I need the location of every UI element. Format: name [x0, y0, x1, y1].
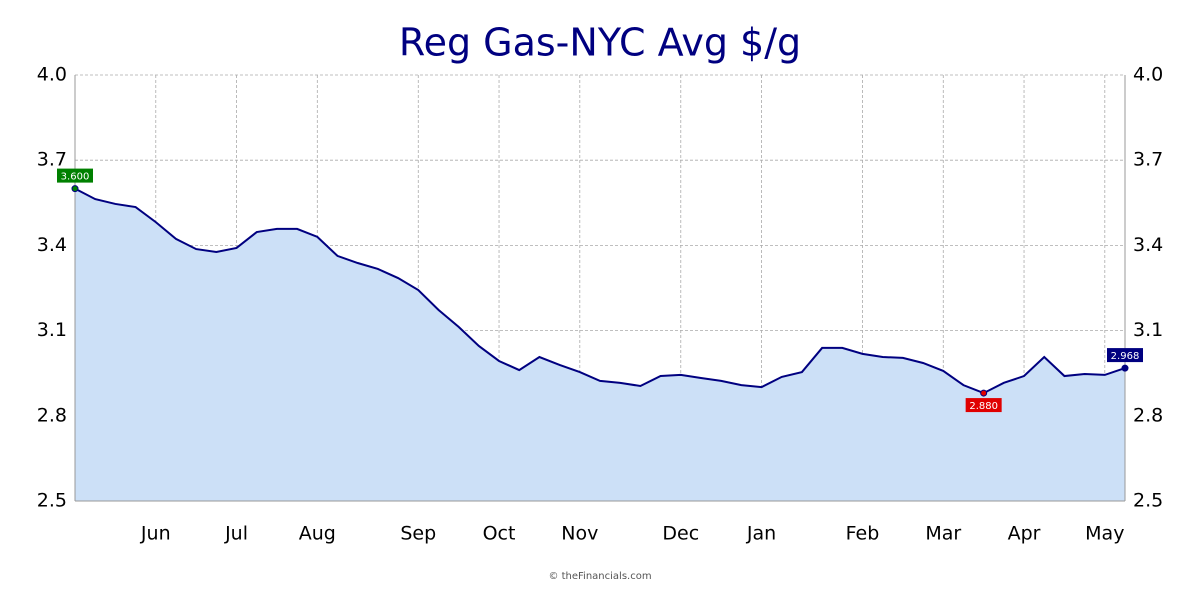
marker: [980, 389, 988, 397]
marker: [71, 185, 79, 193]
value-label-bg: [57, 168, 93, 183]
x-tick-label: Jan: [746, 523, 776, 545]
area: [75, 188, 1125, 501]
x-tick-label: Mar: [925, 523, 961, 545]
marker: [1121, 364, 1129, 372]
y-tick-label-right: 3.1: [1133, 319, 1163, 341]
y-tick-label: 2.5: [37, 490, 67, 512]
x-tick-label: Apr: [1008, 523, 1041, 545]
x-tick-label: Sep: [400, 523, 436, 545]
y-tick-label: 4.0: [37, 64, 67, 86]
x-tick-label: Feb: [846, 523, 880, 545]
x-tick-label: Nov: [561, 523, 598, 545]
y-tick-label: 3.4: [37, 234, 67, 256]
value-label: 2.968: [1111, 351, 1140, 362]
x-tick-label: Oct: [483, 523, 516, 545]
value-label-bg: [965, 398, 1002, 413]
chart-title: Reg Gas-NYC Avg $/g: [399, 21, 801, 65]
y-tick-label-right: 3.4: [1133, 234, 1163, 256]
x-tick-label: Dec: [662, 523, 699, 545]
y-tick-label-right: 4.0: [1133, 64, 1163, 86]
x-tick-label: May: [1085, 523, 1124, 545]
value-label: 3.600: [61, 172, 90, 183]
y-tick-label: 2.8: [37, 404, 67, 426]
source: © theFinancials.com: [548, 571, 651, 582]
x-tick-label: Jun: [140, 523, 171, 545]
y-tick-label-right: 3.7: [1133, 149, 1163, 171]
x-tick-label: Jul: [224, 523, 248, 545]
y-tick-label: 3.7: [37, 149, 67, 171]
x-tick-label: Aug: [299, 523, 336, 545]
line: [74, 187, 1126, 395]
y-tick-label-right: 2.5: [1133, 490, 1163, 512]
y-tick-label: 3.1: [37, 319, 67, 341]
value-label: 2.880: [969, 401, 998, 412]
value-label-bg: [1107, 348, 1143, 363]
y-tick-label-right: 2.8: [1133, 404, 1163, 426]
